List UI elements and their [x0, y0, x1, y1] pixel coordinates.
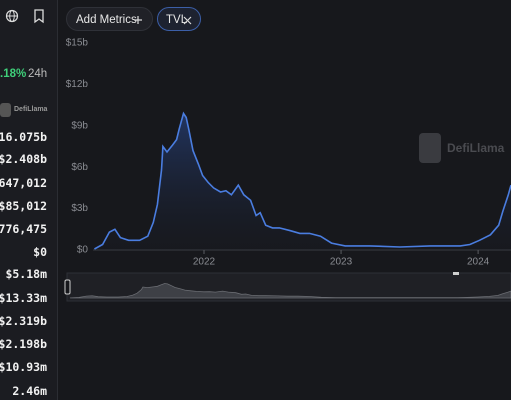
sidebar: .18% 24h DefiLlama 16.075b $2.408b 647,012…	[0, 0, 58, 400]
period: 24h	[28, 68, 48, 80]
watermark: DefiLlama	[447, 141, 505, 155]
y-tick-label: $3b	[71, 203, 88, 214]
stat-value: 16.075b	[0, 130, 47, 144]
add-metrics-label: Add Metrics	[76, 14, 137, 26]
tvl-label: TVL	[166, 14, 188, 26]
brush-handle[interactable]	[64, 279, 71, 295]
stat-value: $10.93m	[0, 360, 47, 374]
change: .18%	[0, 68, 27, 80]
y-tick-label: $12b	[66, 79, 89, 90]
x-tick-label: 2024	[467, 257, 490, 268]
brush-top-handle	[453, 272, 459, 275]
area	[94, 113, 511, 250]
stat-value: $2.319b	[0, 314, 47, 328]
bookmark-icon[interactable]	[34, 9, 44, 24]
stat-value: $2.198b	[0, 337, 47, 351]
stat-value: 2.46m	[12, 384, 47, 398]
tvl-chip[interactable]: TVL	[157, 7, 201, 31]
stat-value: $13.33m	[0, 291, 47, 305]
y-tick-label: $9b	[71, 120, 88, 131]
sidebar-icons	[5, 9, 44, 24]
y-tick-label: $0	[77, 245, 89, 256]
plus-icon	[134, 16, 142, 24]
stat-value: $85,012	[0, 199, 47, 213]
logo-icon	[0, 103, 11, 117]
x-tick-label: 2023	[330, 257, 353, 268]
add-metrics-button[interactable]: Add Metrics	[66, 7, 153, 31]
watermark-logo	[419, 133, 441, 163]
stat-value: $5.18m	[5, 267, 47, 281]
y-tick-label: $6b	[71, 162, 88, 173]
close-icon[interactable]	[183, 16, 192, 25]
stat-value: 776,475	[0, 222, 47, 236]
y-tick-label: $15b	[66, 38, 89, 49]
stat-value: $0	[33, 245, 47, 259]
x-tick-label: 2022	[193, 257, 216, 268]
logo-text: DefiLlama	[14, 106, 48, 113]
chart: DefiLlama $0 $3b $6b $9b $12b $15b 2022 2023 202…	[64, 38, 511, 302]
brush-area	[69, 283, 511, 299]
stat-value: $2.408b	[0, 152, 47, 166]
line	[94, 111, 511, 250]
stat-value: 647,012	[0, 176, 47, 190]
